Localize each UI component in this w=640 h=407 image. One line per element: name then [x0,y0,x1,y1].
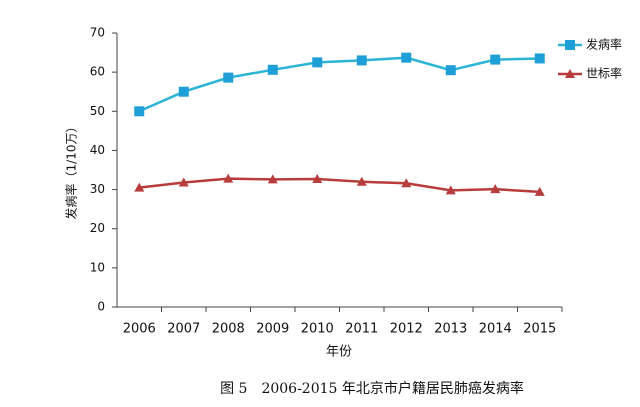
y-tick-label: 30 [90,182,105,196]
y-tick-label: 40 [90,143,105,157]
y-tick-label: 20 [90,221,105,235]
legend-label: 发病率 [586,37,622,52]
legend-label: 世标率 [586,66,622,81]
x-tick-label: 2009 [256,322,289,337]
data-point [490,54,501,65]
x-tick-label: 2011 [345,322,378,337]
legend-marker [565,40,575,50]
data-point [534,53,545,64]
x-tick-label: 2007 [167,322,200,337]
x-tick-label: 2006 [123,322,156,337]
data-point [178,86,189,97]
x-tick-label: 2013 [434,322,467,337]
x-axis-title: 年份 [326,345,352,360]
y-tick-label: 0 [97,300,105,314]
data-point [445,65,456,76]
x-tick-label: 2010 [301,322,334,337]
data-point [267,64,278,75]
x-tick-label: 2008 [212,322,245,337]
data-point [178,177,189,187]
data-point [445,185,456,195]
data-point [223,72,234,83]
data-point [490,184,501,194]
legend-marker [565,69,575,78]
x-tick-label: 2014 [479,322,512,337]
data-point [134,182,145,192]
y-tick-label: 10 [90,260,105,274]
data-point [356,55,367,66]
data-point [401,178,412,188]
y-tick-label: 50 [90,104,105,118]
data-point [223,173,234,183]
caption: 图 5 2006-2015 年北京市户籍居民肺癌发病率 [220,380,524,397]
series-line [139,177,540,194]
data-point [356,176,367,186]
data-point [312,57,323,68]
x-tick-label: 2015 [523,322,556,337]
x-tick-label: 2012 [390,322,423,337]
series-line [138,56,540,113]
data-point [134,106,145,117]
y-axis-title: 发病率（1/10万） [64,121,79,220]
y-tick-label: 70 [90,26,105,40]
data-point [401,52,412,63]
data-point [312,174,323,184]
data-point [267,174,278,184]
y-tick-label: 60 [90,65,105,79]
data-point [534,186,545,196]
